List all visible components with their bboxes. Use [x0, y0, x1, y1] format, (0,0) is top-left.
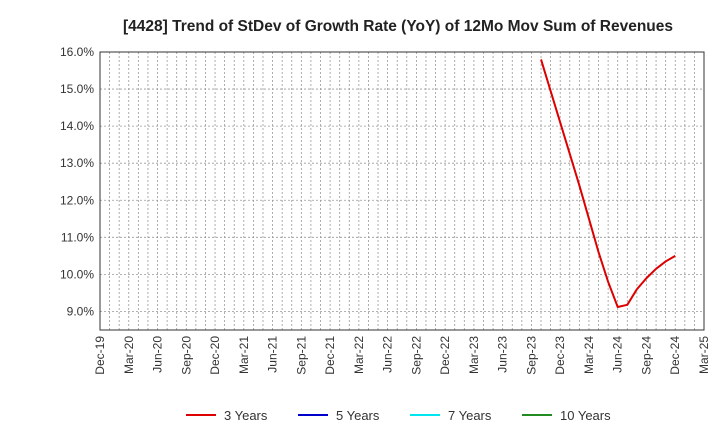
y-tick-label: 9.0% — [67, 304, 95, 318]
grid — [100, 51, 704, 330]
series-line-0 — [540, 59, 676, 309]
x-tick-label: Mar-20 — [122, 336, 136, 374]
legend-label-0: 3 Years — [224, 408, 268, 423]
x-tick-label: Mar-22 — [352, 336, 366, 374]
y-tick-label: 11.0% — [61, 230, 94, 244]
x-tick-label: Sep-23 — [524, 336, 538, 375]
x-tick-label: Dec-24 — [668, 336, 682, 375]
x-tick-label: Jun-22 — [381, 336, 395, 373]
x-tick-label: Dec-19 — [93, 336, 107, 375]
x-tick-label: Jun-21 — [266, 336, 280, 373]
x-tick-label: Dec-23 — [553, 336, 567, 375]
x-tick-label: Jun-20 — [151, 336, 165, 373]
y-tick-label: 13.0% — [60, 156, 94, 170]
x-tick-label: Sep-21 — [294, 336, 308, 375]
legend-label-3: 10 Years — [560, 408, 611, 423]
legend-label-2: 7 Years — [448, 408, 492, 423]
x-tick-label: Dec-20 — [208, 336, 222, 375]
chart-title: [4428] Trend of StDev of Growth Rate (Yo… — [123, 18, 673, 35]
y-tick-label: 14.0% — [60, 119, 94, 133]
x-tick-label: Mar-25 — [697, 336, 711, 374]
x-tick-label: Sep-22 — [409, 336, 423, 375]
legend: 3 Years 5 Years 7 Years 10 Years — [186, 408, 611, 423]
x-tick-label: Sep-24 — [639, 336, 653, 375]
x-tick-label: Sep-20 — [179, 336, 193, 375]
y-tick-label: 15.0% — [60, 82, 94, 96]
x-tick-label: Dec-21 — [323, 336, 337, 375]
x-tick-label: Mar-24 — [582, 336, 596, 374]
x-tick-label: Dec-22 — [438, 336, 452, 375]
y-tick-label: 12.0% — [60, 193, 94, 207]
x-tick-label: Jun-23 — [496, 336, 510, 373]
legend-label-1: 5 Years — [336, 408, 380, 423]
x-tick-label: Mar-23 — [467, 336, 481, 374]
y-axis-ticks: 9.0% 10.0% 11.0% 12.0% 13.0% 14.0% 15.0% 16.0% — [60, 45, 94, 318]
plot-area — [99, 51, 705, 331]
series-lines — [540, 59, 676, 309]
x-axis-ticks: Dec-19 Mar-20 Jun-20 Sep-20 Dec-20 Mar-21 Jun-… — [93, 336, 711, 375]
y-tick-label: 16.0% — [60, 45, 94, 59]
x-tick-label: Jun-24 — [611, 336, 625, 373]
x-tick-label: Mar-21 — [237, 336, 251, 374]
y-tick-label: 10.0% — [60, 267, 94, 281]
